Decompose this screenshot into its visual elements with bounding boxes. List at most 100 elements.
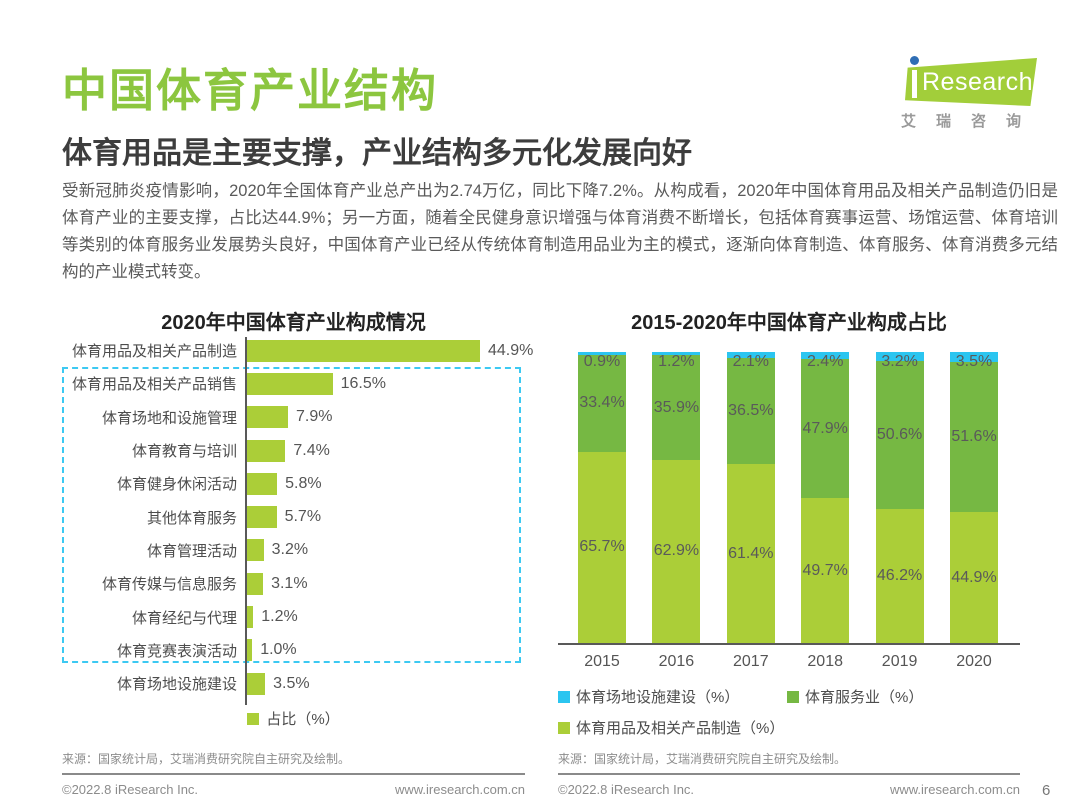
category-label: 体育竞赛表演活动 [116,642,237,660]
logo-i-dot-icon [910,56,919,65]
copyright-text: ©2022.8 iResearch Inc. [62,782,199,797]
page-subtitle: 体育用品是主要支撑，产业结构多元化发展向好 [62,137,692,170]
bar-segment: 33.4% [578,354,626,452]
bar-segment: 1.2% [652,352,701,370]
stacked-bar: 3.2% 50.6% 46.2% [875,352,924,643]
bar-value-label: 7.9% [295,408,333,426]
bar-row: 体育场地和设施管理 7.9% [62,401,525,434]
segment-value-label: 44.9% [951,568,997,586]
right-chart-title: 2015-2020年中国体育产业构成占比 [631,312,947,334]
iresearch-site-link[interactable]: www.iresearch.com.cn [394,782,525,797]
logo-chinese-name: 艾瑞咨询 [901,113,1042,130]
bar-row: 体育用品及相关产品销售 16.5% [62,367,525,400]
bar [247,572,264,595]
legend-item-label: 体育场地设施建设（%） [576,689,740,706]
left-bar-chart: 体育用品及相关产品制造 44.9% 体育用品及相关产品销售 16.5% 体育场地和设施管… [62,334,533,705]
category-label: 体育传媒与信息服务 [101,576,237,594]
segment-value-label: 61.4% [728,544,774,562]
left-footer-rule [62,773,525,775]
bar [247,439,286,462]
year-label: 2016 [658,653,695,670]
legend-swatch-icon [247,712,260,725]
segment-value-label: 36.5% [728,402,774,420]
category-label: 其他体育服务 [146,509,237,527]
segment-value-label: 1.2% [658,353,695,370]
iresearch-site-link[interactable]: www.iresearch.com.cn [889,782,1020,797]
page-number: 6 [1042,782,1051,799]
intro-paragraph: 受新冠肺炎疫情影响，2020年全国体育产业总产出为2.74万亿，同比下降7.2%… [62,182,1058,281]
iresearch-logo: Research 艾瑞咨询 [893,52,1043,130]
stacked-bar: 0.9% 33.4% 65.7% [578,352,626,643]
legend-item-label: 体育用品及相关产品制造（%） [576,720,785,737]
segment-value-label: 3.5% [955,353,993,370]
right-stacked-chart: 0.9% 33.4% 65.7% 1.2% 35.9% 62.9% 2.1% 36.5% 61.… [558,352,1020,645]
logo-i-stem [912,70,917,98]
bar-segment: 35.9% [652,355,701,460]
bar-value-label: 7.4% [293,441,330,459]
bar-segment: 0.9% [578,352,626,370]
left-chart-panel: 2020年中国体育产业构成情况 体育用品及相关产品制造 44.9% 体育用品及相关产… [62,300,533,810]
highlight-dashed-box [62,367,521,663]
bar-segment: 47.9% [801,358,850,499]
right-chart-panel: 2015-2020年中国体育产业构成占比 0.9% 33.4% 65.7% 1.2% 3… [558,300,1020,810]
bar-value-label: 44.9% [488,341,534,359]
segment-value-label: 65.7% [579,538,625,556]
year-label: 2018 [807,653,843,670]
bar [247,372,333,395]
legend-item: 体育场地设施建设（%） [558,686,739,707]
right-chart-axis-line [558,643,1020,645]
bar-segment: 2.4% [801,352,850,370]
segment-value-label: 0.9% [583,353,621,370]
copyright-text: ©2022.8 iResearch Inc. [558,782,695,797]
bar-value-label: 16.5% [340,374,386,392]
legend-swatch-icon [787,690,799,703]
left-source-note: 来源：国家统计局，艾瑞消费研究院自主研究及绘制。 [62,752,351,766]
left-chart-title: 2020年中国体育产业构成情况 [161,312,426,334]
bar-segment: 61.4% [726,464,775,643]
bar-segment: 2.1% [726,352,775,370]
left-footer: ©2022.8 iResearch Inc. www.iresearch.com… [62,782,525,797]
stacked-bar: 2.4% 47.9% 49.7% [801,352,850,643]
page-title: 中国体育产业结构 [62,65,439,116]
bar [247,472,278,495]
bar-row: 体育场地设施建设 3.5% [62,667,525,700]
bar-value-label: 3.2% [271,541,309,559]
year-label: 2015 [584,653,620,670]
bar [247,339,480,362]
bar-segment: 65.7% [578,451,626,643]
bar-row: 体育教育与培训 7.4% [62,434,525,467]
bar-segment: 44.9% [950,512,998,643]
category-label: 体育管理活动 [146,542,237,560]
bar-row: 体育管理活动 3.2% [62,534,525,567]
bar-value-label: 5.8% [285,474,322,492]
bar [247,606,254,629]
bar-row: 体育竞赛表演活动 1.0% [62,634,525,667]
year-label: 2019 [881,653,918,670]
category-label: 体育场地设施建设 [116,676,237,694]
segment-value-label: 46.2% [876,566,923,584]
bar-row: 体育健身休闲活动 5.8% [62,467,525,500]
legend-swatch-icon [558,721,570,734]
year-label: 2020 [956,653,992,670]
bar-row: 体育经纪与代理 1.2% [62,600,525,633]
bar-value-label: 3.5% [273,674,310,692]
bar [247,672,266,695]
segment-value-label: 2.1% [732,353,770,370]
bar-segment: 62.9% [652,459,701,643]
legend-item: 体育服务业（%） [787,686,923,707]
right-footer-rule [558,773,1020,775]
segment-value-label: 47.9% [802,419,848,437]
logo-green-flag: Research [905,58,1037,106]
segment-value-label: 50.6% [876,425,923,443]
category-label: 体育场地和设施管理 [101,409,237,427]
bar-value-label: 1.0% [260,641,297,659]
left-chart-axis-line [245,337,247,705]
logo-brand-text: Research [922,67,1033,96]
bar-segment: 3.2% [875,352,924,370]
legend-item: 体育用品及相关产品制造（%） [558,717,784,738]
segment-value-label: 51.6% [951,428,997,446]
bar-row: 体育传媒与信息服务 3.1% [62,567,525,600]
legend-swatch-icon [558,690,570,703]
legend-item-label: 体育服务业（%） [805,689,924,706]
